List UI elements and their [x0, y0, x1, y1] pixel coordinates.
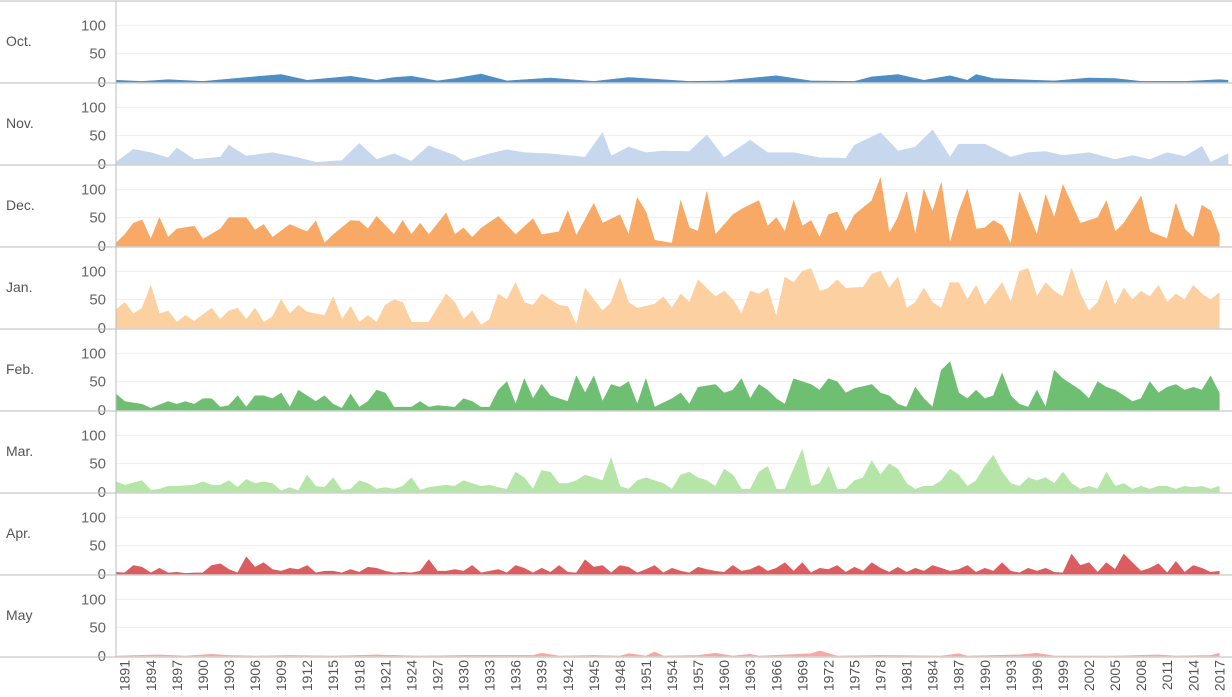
y-tick-label: 50 [89, 292, 106, 309]
x-tick-label: 2014 [1185, 660, 1201, 691]
x-tick-label: 2017 [1211, 660, 1227, 691]
row-label: Feb. [6, 361, 34, 377]
row-label: Mar. [6, 443, 33, 459]
y-tick-label: 100 [81, 345, 106, 362]
y-tick-label: 100 [81, 181, 106, 198]
x-tick-label: 2005 [1107, 660, 1123, 691]
x-tick-label: 1945 [586, 660, 602, 691]
x-tick-label: 1930 [456, 660, 472, 691]
x-tick-label: 1891 [117, 660, 133, 691]
row-label: Apr. [6, 525, 31, 541]
y-tick-label: 50 [89, 210, 106, 227]
y-tick-label: 100 [81, 509, 106, 526]
area-feb [115, 361, 1220, 411]
x-tick-label: 2008 [1133, 660, 1149, 691]
y-tick-label: 100 [81, 591, 106, 608]
area-jan [115, 268, 1220, 329]
x-tick-label: 1918 [351, 660, 367, 691]
row-label: May [6, 607, 32, 623]
x-tick-label: 1903 [221, 660, 237, 691]
x-tick-label: 2002 [1081, 660, 1097, 691]
x-tick-label: 2011 [1159, 660, 1175, 690]
y-tick-label: 50 [89, 456, 106, 473]
x-tick-label: 1984 [925, 660, 941, 691]
x-tick-label: 1954 [664, 660, 680, 691]
x-tick-label: 1894 [143, 660, 159, 691]
x-tick-label: 1981 [899, 660, 915, 691]
x-tick-label: 1957 [690, 660, 706, 691]
x-tick-label: 1999 [1055, 660, 1071, 691]
x-axis: 1891 1894 1897 1900 1903 1906 1909 1912 1915 1918… [117, 660, 1228, 691]
x-tick-label: 1906 [247, 660, 263, 691]
y-tick-label: 50 [89, 46, 106, 63]
x-tick-label: 1978 [873, 660, 889, 691]
area-oct [115, 73, 1229, 83]
x-tick-label: 1921 [377, 660, 393, 691]
y-tick-label: 100 [81, 17, 106, 34]
y-tick-label: 100 [81, 99, 106, 116]
area-dec [115, 177, 1220, 247]
area-apr [115, 553, 1220, 575]
x-tick-label: 1951 [638, 660, 654, 691]
x-tick-label: 1912 [299, 660, 315, 691]
y-tick-label: 100 [81, 427, 106, 444]
area-nov [115, 129, 1229, 165]
x-tick-label: 1900 [195, 660, 211, 691]
x-tick-label: 1993 [1003, 660, 1019, 691]
y-tick-label: 50 [89, 538, 106, 555]
chart-panels: 050100Oct.050100Nov.050100Dec.050100Jan.… [0, 0, 1232, 665]
x-tick-label: 1915 [325, 660, 341, 691]
row-label: Dec. [6, 197, 35, 213]
y-tick-label: 50 [89, 128, 106, 145]
x-tick-label: 1966 [768, 660, 784, 691]
x-tick-label: 1897 [169, 660, 185, 691]
x-tick-label: 1927 [429, 660, 445, 691]
x-tick-label: 1972 [820, 660, 836, 691]
x-tick-label: 1933 [482, 660, 498, 691]
x-tick-label: 1939 [534, 660, 550, 691]
x-tick-label: 1960 [716, 660, 732, 691]
row-label: Jan. [6, 279, 32, 295]
x-tick-label: 1975 [846, 660, 862, 691]
x-tick-label: 1963 [742, 660, 758, 691]
x-tick-label: 1987 [951, 660, 967, 691]
x-tick-label: 1909 [273, 660, 289, 691]
row-label: Oct. [6, 33, 32, 49]
x-tick-label: 1996 [1029, 660, 1045, 691]
area-mar [115, 449, 1220, 493]
x-tick-label: 1969 [794, 660, 810, 691]
y-tick-label: 50 [89, 620, 106, 637]
x-tick-label: 1942 [560, 660, 576, 691]
y-tick-label: 50 [89, 374, 106, 391]
x-tick-label: 1924 [403, 660, 419, 691]
x-tick-label: 1936 [508, 660, 524, 691]
x-tick-label: 1948 [612, 660, 628, 691]
row-label: Nov. [6, 115, 34, 131]
area-may [115, 650, 1220, 657]
x-tick-label: 1990 [977, 660, 993, 691]
y-tick-label: 100 [81, 263, 106, 280]
